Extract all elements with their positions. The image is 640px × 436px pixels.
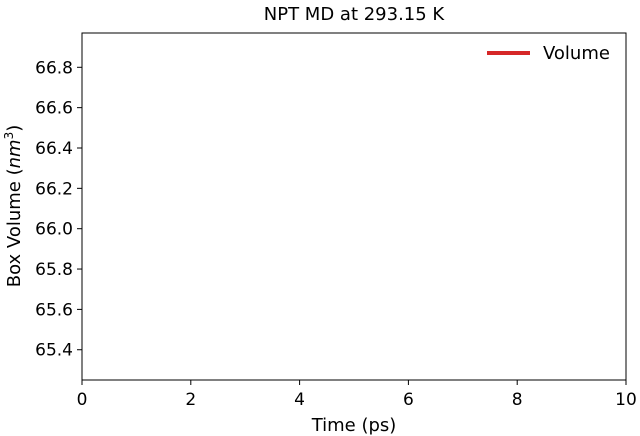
chart-title: NPT MD at 293.15 K bbox=[264, 4, 446, 25]
x-tick-label: 6 bbox=[403, 390, 414, 410]
y-axis-label-unit: nm bbox=[4, 139, 25, 168]
x-tick-label: 2 bbox=[185, 390, 196, 410]
y-axis-label: Box Volume (nm3) bbox=[2, 125, 25, 288]
x-tick-label: 10 bbox=[615, 390, 637, 410]
y-axis: 65.4 65.6 65.8 66.0 66.2 66.4 66.6 66.8 bbox=[35, 58, 82, 361]
legend-label-volume: Volume bbox=[543, 43, 610, 64]
x-tick-label: 4 bbox=[294, 390, 305, 410]
plot-area bbox=[81, 32, 627, 381]
y-tick-label: 65.8 bbox=[35, 260, 73, 280]
y-tick-label: 65.4 bbox=[35, 341, 73, 361]
y-axis-label-main: Box Volume ( bbox=[4, 168, 25, 287]
x-axis-label: Time (ps) bbox=[311, 415, 397, 436]
y-tick-label: 66.2 bbox=[35, 179, 73, 199]
x-tick-label: 8 bbox=[512, 390, 523, 410]
x-axis: 0 2 4 6 8 10 bbox=[77, 380, 637, 410]
y-axis-label-close: ) bbox=[4, 125, 25, 132]
y-axis-label-exponent: 3 bbox=[2, 132, 16, 140]
y-tick-label: 65.6 bbox=[35, 300, 73, 320]
x-tick-label: 0 bbox=[77, 390, 88, 410]
y-tick-label: 66.4 bbox=[35, 139, 73, 159]
legend: Volume bbox=[487, 43, 610, 64]
y-tick-label: 66.0 bbox=[35, 220, 73, 240]
y-tick-label: 66.8 bbox=[35, 58, 73, 78]
plot-frame bbox=[81, 32, 627, 381]
y-tick-label: 66.6 bbox=[35, 99, 73, 119]
